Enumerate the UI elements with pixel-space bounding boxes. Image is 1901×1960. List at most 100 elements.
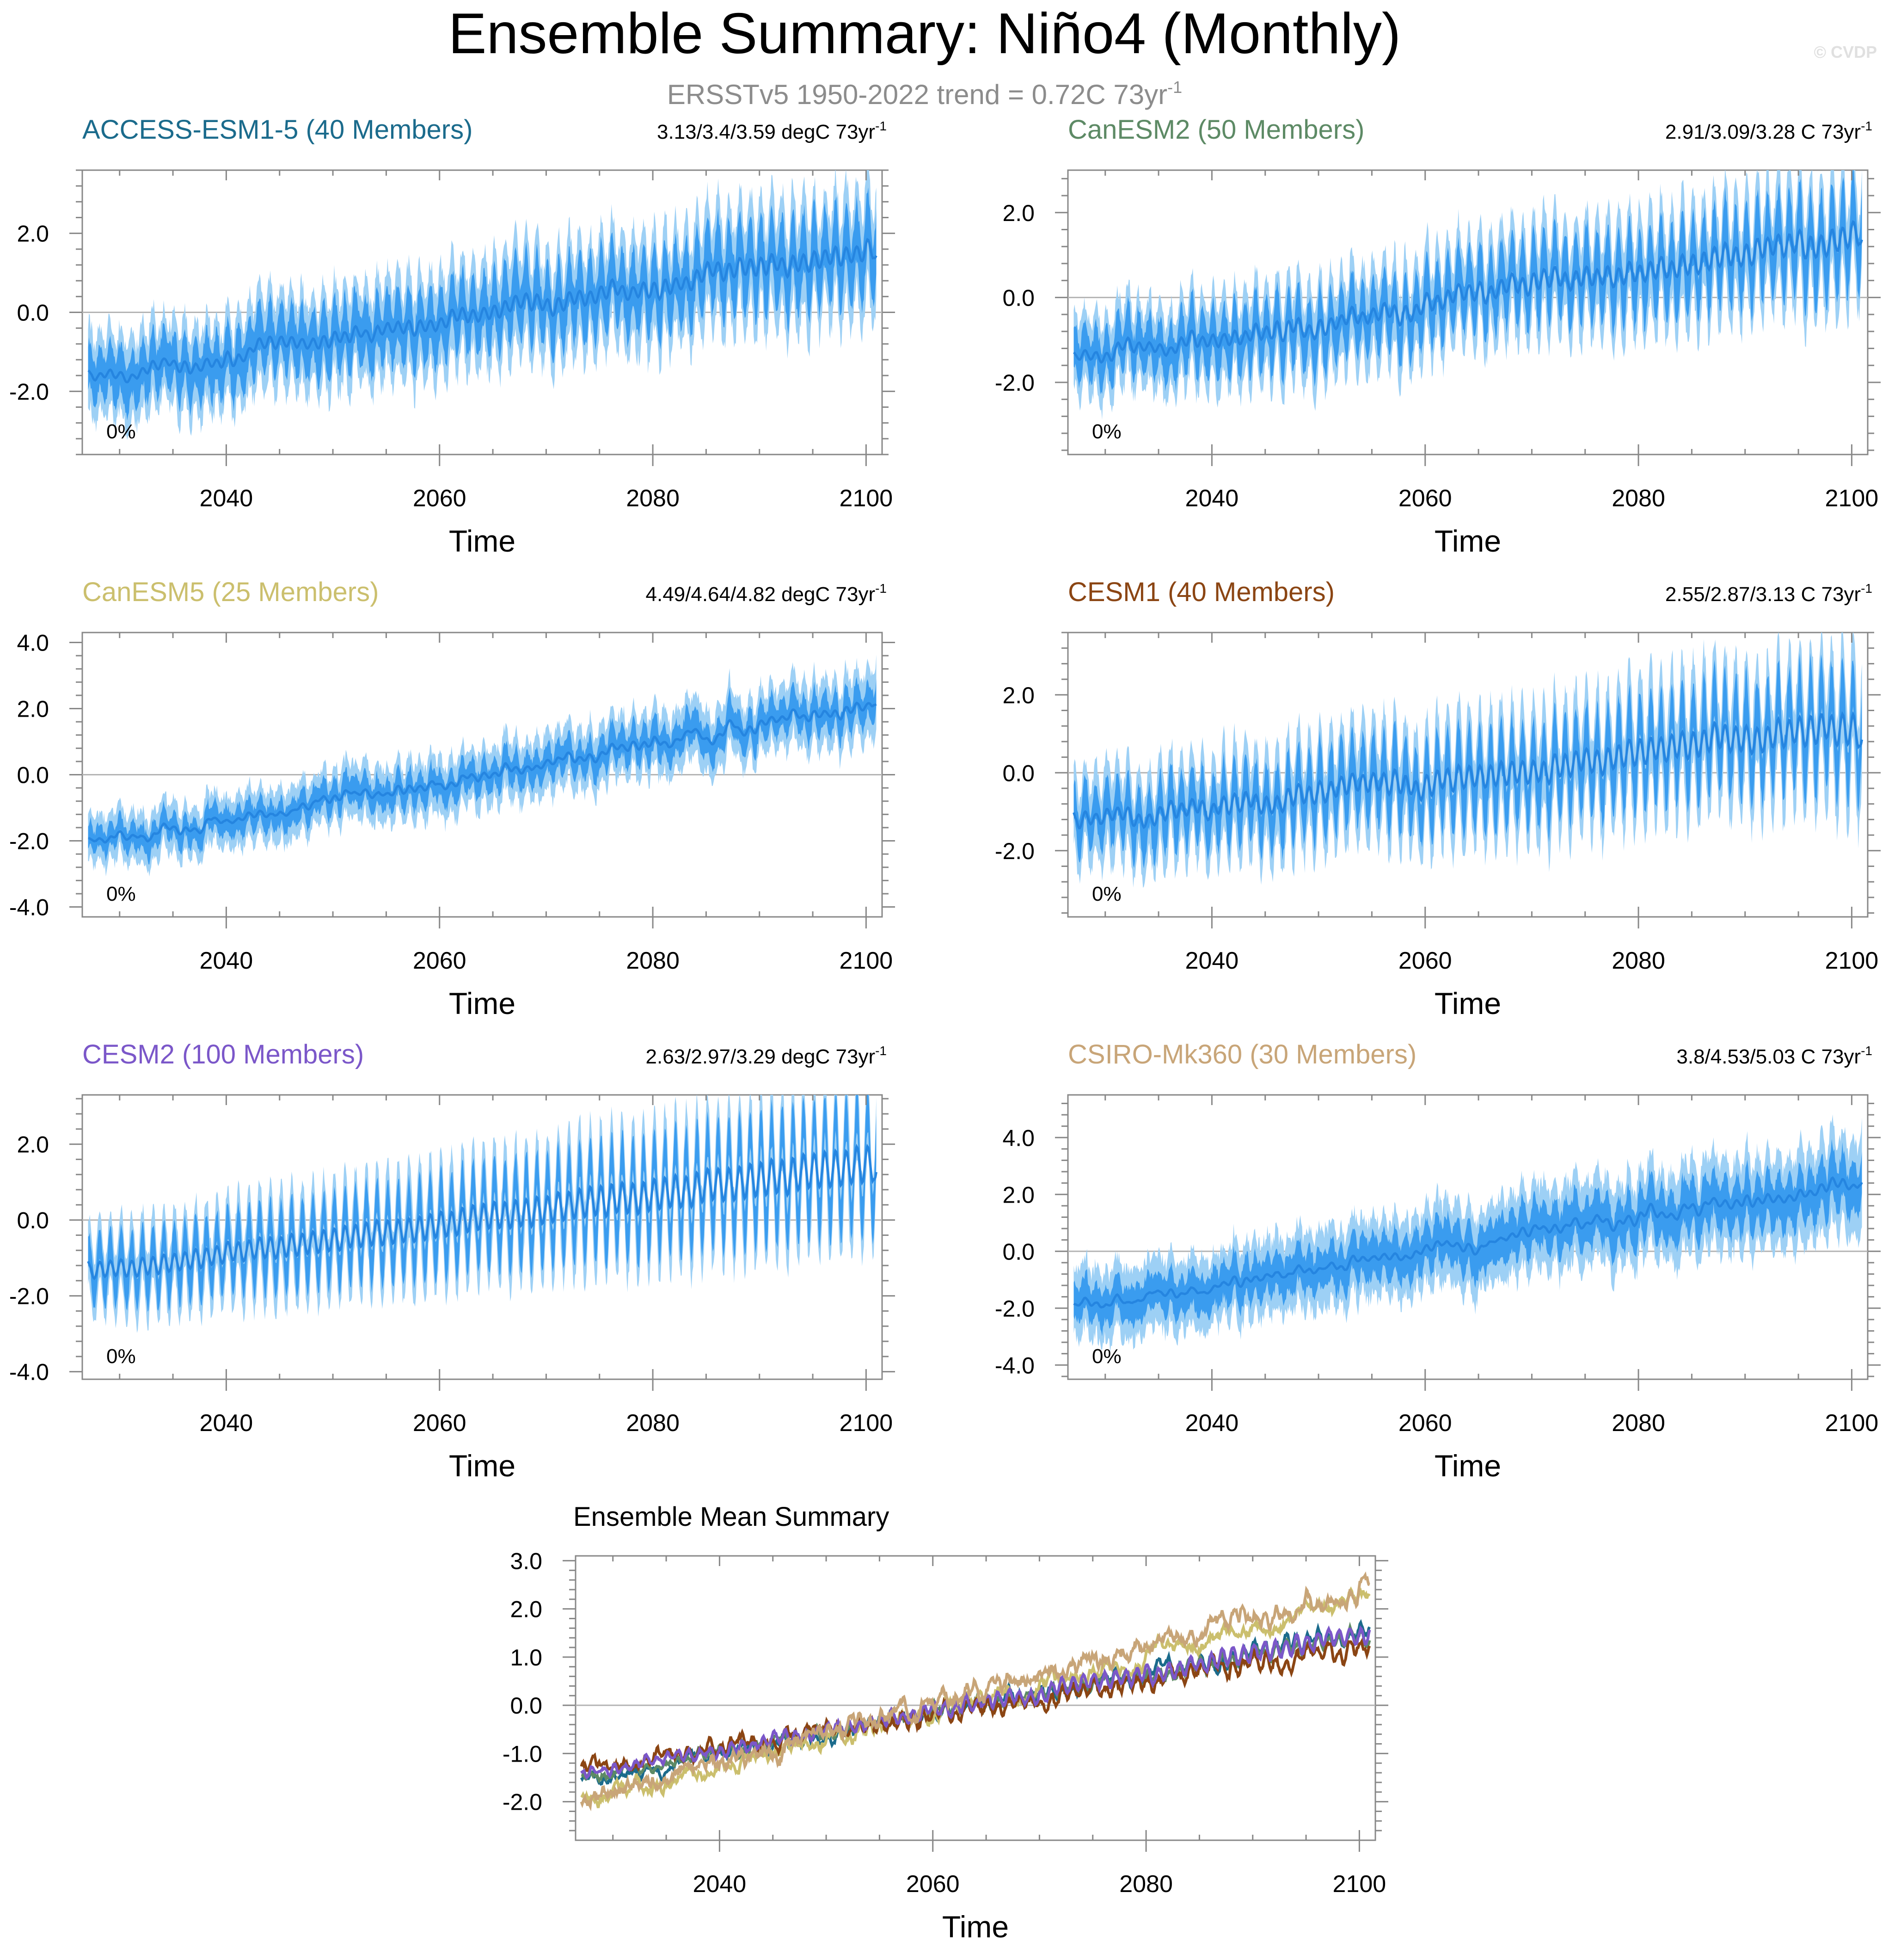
x-tick-label: 2100 (1333, 1871, 1386, 1898)
y-tick-label: 1.0 (510, 1645, 542, 1671)
panels-container: 2040 2060 2080 2100 -2.0 0.0 2.0 Time ACCESS-ESM… (9, 115, 1881, 1944)
x-tick-label: 2080 (1119, 1871, 1173, 1898)
panel-cesm2: 2040 2060 2080 2100 -4.0 -2.0 0.0 2.0 Time CESM2 … (9, 1039, 895, 1483)
panel-cesm1: 2040 2060 2080 2100 -2.0 0.0 2.0 Time CESM1 (40 … (995, 577, 1881, 1020)
panel-canesm2: 2040 2060 2080 2100 -2.0 0.0 2.0 Time CanESM2 (5… (995, 115, 1881, 558)
x-tick-label: 2040 (200, 485, 253, 512)
y-tick-label: 0.0 (17, 762, 49, 788)
panel-title: CSIRO-Mk360 (30 Members) (1068, 1039, 1417, 1069)
plot-frame (1067, 632, 1869, 918)
y-tick-label: 2.0 (17, 1132, 49, 1158)
inner-spread-band (1073, 652, 1862, 869)
trend-label-text: 2.55/2.87/3.13 C 73yr (1665, 583, 1861, 606)
trend-label-superscript: -1 (1861, 1044, 1872, 1058)
panel-title: CESM1 (40 Members) (1068, 577, 1335, 607)
trend-label-text: 2.63/2.97/3.29 degC 73yr (646, 1045, 876, 1068)
plot-area (580, 1571, 1371, 1812)
y-tick-label: 2.0 (1002, 200, 1035, 226)
inner-spread-band (88, 676, 877, 865)
trend-label-text: 3.8/4.53/5.03 C 73yr (1676, 1045, 1861, 1068)
trend-label: 2.55/2.87/3.13 C 73yr-1 (1665, 581, 1872, 606)
x-tick-label: 2040 (693, 1871, 747, 1898)
x-tick-label: 2080 (626, 1410, 680, 1437)
series-line-csiro-mk360 (580, 1571, 1370, 1812)
trend-label: 2.91/3.09/3.28 C 73yr-1 (1665, 119, 1872, 143)
trend-label-text: 4.49/4.64/4.82 degC 73yr (646, 583, 876, 606)
y-tick-label: -4.0 (9, 1359, 49, 1385)
panel-title: CanESM5 (25 Members) (82, 577, 379, 607)
panel-canesm5: 2040 2060 2080 2100 -4.0 -2.0 0.0 2.0 4.0 Time Can… (9, 577, 895, 1020)
plot-frame (1067, 169, 1869, 455)
percent-label: 0% (1092, 1345, 1122, 1368)
x-tick-label: 2040 (1185, 485, 1239, 512)
y-tick-label: 0.0 (17, 1208, 49, 1234)
figure-subtitle: ERSSTv5 1950-2022 trend = 0.72C 73yr-1 (667, 78, 1182, 110)
x-tick-label: 2080 (626, 947, 680, 974)
x-axis-label: Time (1435, 1449, 1501, 1483)
plot-area (88, 654, 877, 877)
trend-label-superscript: -1 (875, 119, 887, 133)
x-tick-label: 2080 (1612, 947, 1665, 974)
figure-subtitle-text: ERSSTv5 1950-2022 trend = 0.72C 73yr (667, 79, 1167, 110)
trend-label-text: 2.91/3.09/3.28 C 73yr (1665, 121, 1861, 143)
y-tick-label: 2.0 (1002, 1182, 1035, 1208)
panel-title: Ensemble Mean Summary (573, 1502, 889, 1532)
x-tick-label: 2060 (1398, 947, 1452, 974)
plot-area (87, 1095, 877, 1333)
trend-label-superscript: -1 (1861, 119, 1872, 133)
plot-frame (81, 1094, 883, 1380)
y-tick-label: 0.0 (1002, 760, 1035, 786)
x-tick-label: 2060 (1398, 485, 1452, 512)
y-tick-label: 3.0 (510, 1548, 542, 1574)
percent-label: 0% (106, 883, 136, 905)
trend-label: 3.8/4.53/5.03 C 73yr-1 (1676, 1044, 1872, 1068)
panel-access-esm1-5: 2040 2060 2080 2100 -2.0 0.0 2.0 Time ACCESS-ESM… (9, 115, 895, 558)
y-tick-label: -2.0 (9, 829, 49, 854)
plot-area (1073, 1114, 1863, 1352)
y-tick-label: 0.0 (17, 300, 49, 326)
y-tick-label: 4.0 (1002, 1125, 1035, 1151)
trend-label-superscript: -1 (875, 581, 887, 596)
trend-label: 4.49/4.64/4.82 degC 73yr-1 (646, 581, 887, 606)
y-tick-label: -2.0 (995, 838, 1035, 864)
x-axis-label: Time (449, 524, 515, 558)
y-tick-label: -1.0 (503, 1741, 542, 1767)
plot-frame (1067, 1094, 1869, 1380)
figure-title: Ensemble Summary: Niño4 (Monthly) (448, 2, 1401, 66)
y-tick-label: 4.0 (17, 630, 49, 656)
x-tick-label: 2100 (1825, 947, 1879, 974)
y-tick-label: 0.0 (1002, 1239, 1035, 1265)
x-tick-label: 2060 (413, 485, 466, 512)
trend-label-text: 3.13/3.4/3.59 degC 73yr (657, 121, 875, 143)
figure-subtitle-superscript: -1 (1167, 78, 1182, 97)
panel-csiro-mk360: 2040 2060 2080 2100 -4.0 -2.0 0.0 2.0 4.0 Time CSI… (995, 1039, 1881, 1483)
inner-spread-band (88, 1095, 877, 1312)
ensemble-mean-line (1073, 711, 1863, 829)
x-axis-label: Time (1435, 986, 1501, 1020)
trend-label: 3.13/3.4/3.59 degC 73yr-1 (657, 119, 887, 143)
y-tick-label: 2.0 (1002, 682, 1035, 708)
ensemble-mean-line (87, 1143, 877, 1280)
x-tick-label: 2040 (1185, 947, 1239, 974)
percent-label: 0% (106, 420, 136, 443)
y-tick-label: -2.0 (995, 1296, 1035, 1321)
x-axis-label: Time (1435, 524, 1501, 558)
x-axis-label: Time (449, 1449, 515, 1483)
y-tick-label: 2.0 (17, 221, 49, 247)
x-tick-label: 2080 (1612, 1410, 1665, 1437)
y-tick-label: -4.0 (9, 895, 49, 921)
y-tick-label: 2.0 (510, 1597, 542, 1622)
plot-frame (575, 1555, 1376, 1841)
inner-spread-band (88, 187, 877, 421)
y-tick-label: 0.0 (1002, 285, 1035, 311)
x-tick-label: 2100 (840, 485, 893, 512)
x-tick-label: 2080 (626, 485, 680, 512)
x-tick-label: 2100 (1825, 485, 1879, 512)
x-tick-label: 2040 (200, 947, 253, 974)
ensemble-mean-line (87, 238, 877, 384)
trend-label: 2.63/2.97/3.29 degC 73yr-1 (646, 1044, 887, 1068)
x-tick-label: 2040 (1185, 1410, 1239, 1437)
ensemble-mean-line (1073, 220, 1863, 364)
plot-area (1073, 170, 1863, 420)
